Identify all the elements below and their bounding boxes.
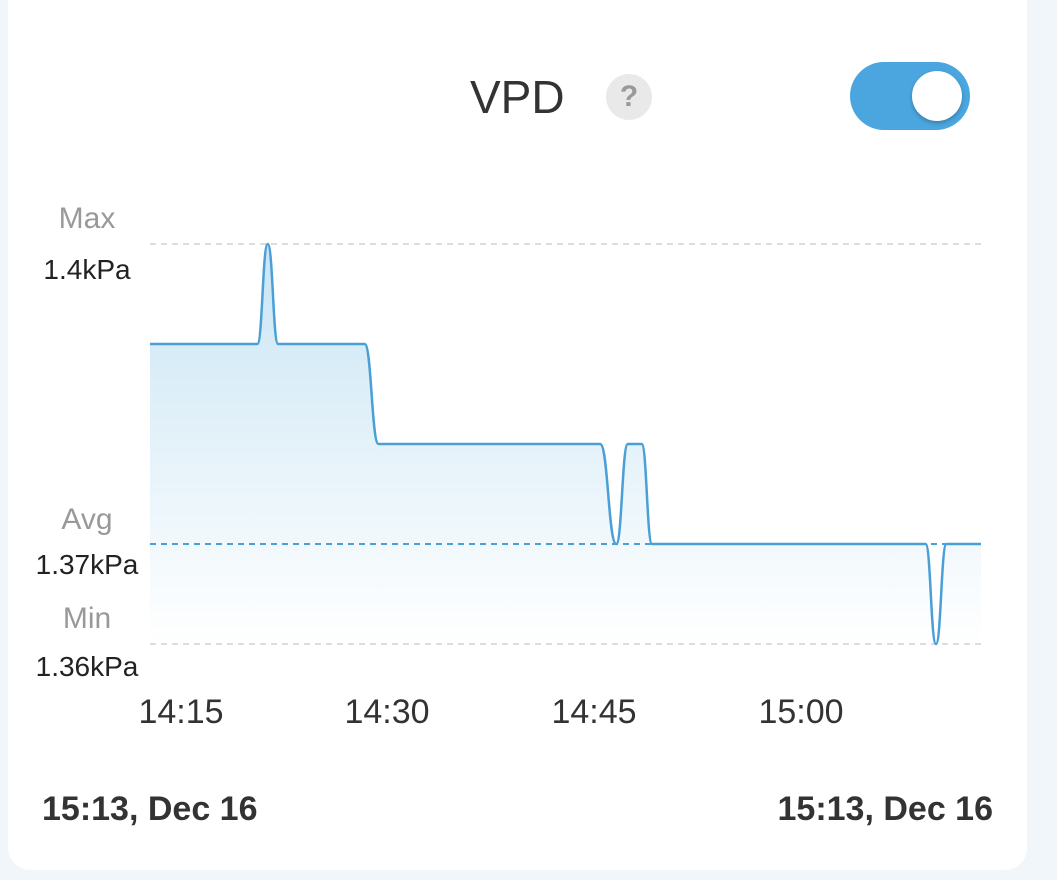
x-tick: 14:15: [138, 693, 224, 731]
min-label: Min: [62, 602, 112, 635]
vpd-series-line: [149, 242, 981, 646]
min-value: 1.36kPa: [35, 651, 139, 682]
x-tick: 14:30: [344, 693, 430, 731]
start-time: 15:13, Dec 16: [42, 790, 258, 828]
max-value: 1.4kPa: [43, 254, 131, 285]
question-icon[interactable]: ?: [606, 74, 652, 120]
avg-value: 1.37kPa: [35, 549, 139, 580]
toggle-knob: [912, 71, 962, 121]
x-tick: 14:45: [551, 693, 637, 731]
vpd-toggle[interactable]: [850, 62, 970, 130]
end-time: 15:13, Dec 16: [777, 790, 994, 828]
max-label: Max: [58, 202, 116, 235]
x-tick: 15:00: [758, 693, 844, 731]
card-title: VPD: [470, 71, 565, 123]
avg-label: Avg: [61, 503, 113, 536]
